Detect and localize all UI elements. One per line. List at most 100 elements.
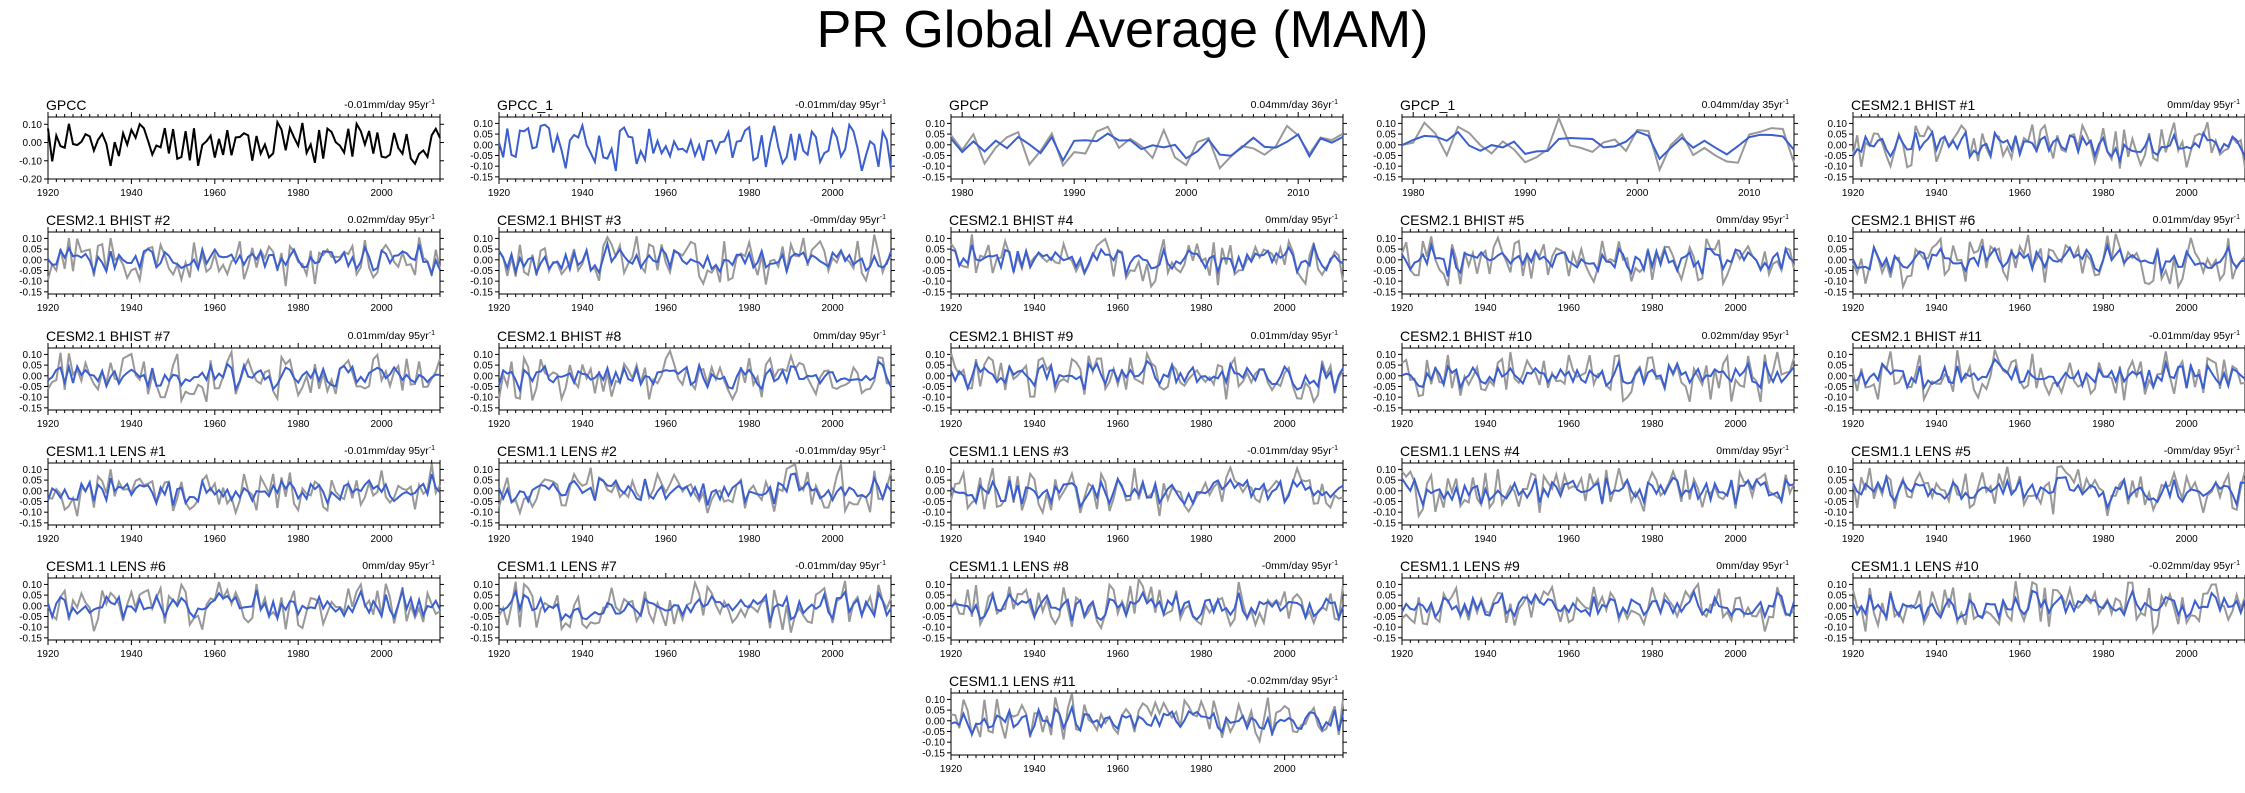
x-tick-label: 1940 [571,188,594,199]
trend-label: -0.02mm/day 95yr-1 [2149,560,2240,572]
y-tick-label: 0.10 [926,465,946,476]
trend-label: -0.01mm/day 95yr-1 [795,445,886,457]
obs-series-line [47,581,441,632]
y-tick-label: 0.05 [926,361,946,372]
x-tick-label: 2010 [1287,188,1310,199]
y-tick-label: 0.05 [926,245,946,256]
obs-series-line [950,693,1344,745]
trend-label: -0.01mm/day 95yr-1 [795,99,886,111]
x-tick-label: 2000 [1626,188,1649,199]
chart-panel: CESM2.1 BHIST #9 0.01mm/day 95yr-10.100.0… [922,328,1347,430]
y-tick-label: 0.00 [1828,371,1848,382]
chart-panel: CESM1.1 LENS #9 0mm/day 95yr-1 0.100.050.0… [1373,558,1798,660]
x-tick-label: 1960 [204,419,227,430]
obs-series-line [950,124,1344,171]
x-tick-label: 2000 [1273,534,1296,545]
model-series-line [1401,130,1795,161]
x-tick-label: 1920 [940,649,963,660]
series-line [47,119,441,167]
trend-label: -0.01mm/day 95yr-1 [2149,330,2240,342]
y-tick-label: -0.15 [1824,518,1847,529]
plot-frame [950,347,1344,411]
y-tick-label: -0.05 [1373,382,1396,393]
panel-title: CESM2.1 BHIST #10 [1400,328,1532,344]
panel-title: GPCP_1 [1400,97,1455,113]
x-tick-label: 2000 [1273,649,1296,660]
x-tick-label: 1980 [738,303,761,314]
plot-frame [1852,347,2245,411]
plot-frame [1401,347,1795,411]
y-tick-label: -0.10 [470,508,493,519]
plot-frame [1401,462,1795,526]
y-tick-label: -0.05 [922,266,945,277]
y-tick-label: -0.10 [1824,393,1847,404]
x-tick-label: 1980 [738,188,761,199]
y-tick-label: -0.05 [922,727,945,738]
model-series-line [950,703,1344,738]
x-tick-label: 1960 [1107,649,1130,660]
y-tick-label: -0.10 [470,623,493,634]
panel-title: CESM2.1 BHIST #7 [46,328,170,344]
x-tick-label: 1920 [1391,303,1414,314]
chart-panel: CESM2.1 BHIST #8 0mm/day 95yr-1 0.100.050.… [470,328,895,430]
model-series-line [1852,129,2245,165]
model-series-line [498,359,892,394]
y-tick-label: 0.10 [1377,350,1397,361]
trend-label: 0.01mm/day 95yr-1 [348,330,435,342]
trend-label: -0.01mm/day 95yr-1 [1247,445,1338,457]
obs-series-line [1401,468,1795,519]
y-tick-label: -0.15 [470,172,493,183]
y-tick-label: -0.15 [922,403,945,414]
x-tick-label: 2000 [370,188,393,199]
x-tick-label: 1920 [488,649,511,660]
y-tick-label: 0.10 [474,350,494,361]
x-tick-label: 1920 [37,534,60,545]
y-tick-label: 0.05 [926,130,946,141]
obs-series-line [1401,115,1795,173]
model-series-line [1401,589,1795,620]
y-tick-label: 0.00 [474,601,494,612]
x-tick-label: 1920 [488,534,511,545]
x-tick-label: 2000 [370,649,393,660]
x-tick-label: 1940 [120,188,143,199]
trend-label: 0mm/day 95yr-1 [362,560,435,572]
model-series-line [47,362,441,393]
y-tick-label: -0.10 [1373,623,1396,634]
model-series-line [498,472,892,506]
y-tick-label: 0.00 [926,255,946,266]
chart-panel: CESM2.1 BHIST #6 0.01mm/day 95yr-10.100.0… [1824,212,2245,314]
model-series-line [1852,357,2245,391]
y-tick-label: 0.10 [474,580,494,591]
y-tick-label: -0.05 [19,497,42,508]
chart-panel: GPCC_1 -0.01mm/day 95yr-1 0.100.050.00-0.0… [470,97,895,199]
y-tick-label: -0.15 [19,403,42,414]
plot-frame [1852,577,2245,641]
x-tick-label: 1940 [1474,649,1497,660]
y-tick-label: 0.10 [474,119,494,130]
y-tick-label: -0.15 [19,518,42,529]
x-tick-label: 1940 [1023,303,1046,314]
plot-frame [950,462,1344,526]
x-tick-label: 1940 [571,649,594,660]
y-tick-label: 0.00 [926,601,946,612]
y-tick-label: -0.10 [1373,393,1396,404]
obs-series-line [950,464,1344,517]
y-tick-label: 0.00 [23,371,43,382]
x-tick-label: 1940 [120,534,143,545]
plot-frame [950,116,1344,180]
y-tick-label: 0.00 [23,255,43,266]
chart-panel: CESM2.1 BHIST #5 0mm/day 95yr-1 0.100.050.… [1373,212,1798,314]
y-tick-label: 0.10 [23,350,43,361]
obs-series-line [1852,349,2245,404]
y-tick-label: 0.05 [1377,476,1397,487]
y-tick-label: 0.10 [1828,119,1848,130]
y-tick-label: -0.05 [1824,382,1847,393]
x-tick-label: 2000 [370,419,393,430]
chart-panel: CESM2.1 BHIST #1 0mm/day 95yr-1 0.100.050.… [1824,97,2245,199]
y-tick-label: -0.05 [922,612,945,623]
x-tick-label: 1960 [204,649,227,660]
y-tick-label: -0.05 [1373,612,1396,623]
panel-title: CESM1.1 LENS #11 [949,673,1076,689]
model-series-line [1852,473,2245,511]
